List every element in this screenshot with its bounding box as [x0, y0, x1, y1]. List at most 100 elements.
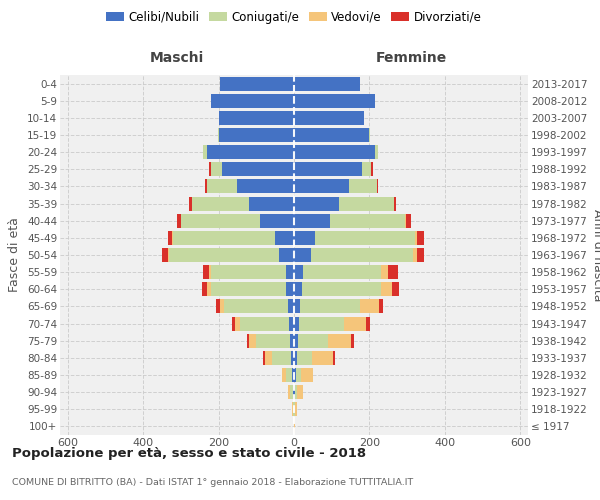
- Bar: [220, 300, 224, 314]
- Bar: [289, 385, 290, 399]
- Bar: [211, 162, 222, 176]
- Bar: [296, 368, 301, 382]
- Bar: [294, 94, 375, 108]
- Text: COMUNE DI BITRITTO (BA) - Dati ISTAT 1° gennaio 2018 - Elaborazione TUTTITALIA.I: COMUNE DI BITRITTO (BA) - Dati ISTAT 1° …: [12, 478, 413, 487]
- Bar: [218, 111, 294, 125]
- Bar: [315, 231, 415, 245]
- Bar: [293, 402, 294, 416]
- Bar: [377, 180, 378, 194]
- Bar: [279, 248, 294, 262]
- Bar: [299, 316, 344, 330]
- Bar: [413, 248, 416, 262]
- Bar: [286, 368, 292, 382]
- Bar: [211, 94, 294, 108]
- Bar: [330, 214, 406, 228]
- Bar: [294, 231, 315, 245]
- Bar: [291, 351, 294, 365]
- Bar: [282, 368, 286, 382]
- Bar: [297, 351, 312, 365]
- Bar: [415, 231, 416, 245]
- Bar: [381, 282, 392, 296]
- Bar: [293, 385, 294, 399]
- Bar: [294, 282, 302, 296]
- Bar: [297, 385, 302, 399]
- Bar: [168, 231, 172, 245]
- Bar: [294, 162, 362, 176]
- Bar: [312, 351, 333, 365]
- Bar: [406, 214, 410, 228]
- Bar: [299, 300, 360, 314]
- Bar: [294, 316, 299, 330]
- Bar: [295, 385, 297, 399]
- Bar: [292, 368, 294, 382]
- Bar: [172, 231, 173, 245]
- Bar: [349, 180, 377, 194]
- Bar: [294, 368, 296, 382]
- Bar: [294, 265, 304, 279]
- Bar: [294, 180, 349, 194]
- Bar: [292, 402, 293, 416]
- Bar: [235, 316, 241, 330]
- Bar: [260, 214, 294, 228]
- Bar: [294, 300, 299, 314]
- Bar: [352, 334, 355, 347]
- Bar: [192, 196, 249, 210]
- Bar: [388, 265, 398, 279]
- Bar: [209, 265, 211, 279]
- Bar: [392, 282, 399, 296]
- Bar: [249, 334, 256, 347]
- Bar: [232, 316, 235, 330]
- Bar: [177, 214, 181, 228]
- Bar: [302, 282, 381, 296]
- Bar: [286, 282, 294, 296]
- Bar: [294, 214, 330, 228]
- Bar: [289, 316, 294, 330]
- Text: Maschi: Maschi: [150, 51, 204, 65]
- Bar: [304, 265, 381, 279]
- Text: Femmine: Femmine: [376, 51, 446, 65]
- Bar: [207, 282, 211, 296]
- Bar: [394, 196, 396, 210]
- Bar: [290, 334, 294, 347]
- Bar: [294, 402, 295, 416]
- Y-axis label: Anni di nascita: Anni di nascita: [591, 209, 600, 301]
- Bar: [207, 180, 238, 194]
- Bar: [416, 248, 424, 262]
- Bar: [311, 248, 413, 262]
- Bar: [181, 214, 260, 228]
- Bar: [265, 351, 272, 365]
- Bar: [367, 316, 370, 330]
- Bar: [263, 351, 265, 365]
- Bar: [290, 385, 293, 399]
- Bar: [207, 145, 294, 159]
- Bar: [218, 128, 294, 142]
- Bar: [286, 265, 294, 279]
- Bar: [289, 300, 294, 314]
- Bar: [379, 300, 383, 314]
- Bar: [211, 265, 286, 279]
- Bar: [256, 334, 290, 347]
- Bar: [301, 368, 313, 382]
- Bar: [328, 334, 352, 347]
- Bar: [209, 162, 211, 176]
- Bar: [339, 196, 394, 210]
- Bar: [241, 316, 289, 330]
- Text: Popolazione per età, sesso e stato civile - 2018: Popolazione per età, sesso e stato civil…: [12, 448, 366, 460]
- Bar: [220, 76, 294, 90]
- Bar: [294, 111, 364, 125]
- Bar: [371, 162, 373, 176]
- Bar: [294, 385, 295, 399]
- Bar: [205, 180, 207, 194]
- Bar: [294, 145, 375, 159]
- Bar: [294, 334, 298, 347]
- Bar: [298, 334, 328, 347]
- Bar: [375, 145, 378, 159]
- Bar: [344, 316, 367, 330]
- Bar: [203, 145, 207, 159]
- Legend: Celibi/Nubili, Coniugati/e, Vedovi/e, Divorziati/e: Celibi/Nubili, Coniugati/e, Vedovi/e, Di…: [101, 6, 487, 28]
- Bar: [249, 196, 294, 210]
- Bar: [416, 231, 424, 245]
- Bar: [295, 402, 296, 416]
- Bar: [161, 248, 169, 262]
- Bar: [211, 282, 286, 296]
